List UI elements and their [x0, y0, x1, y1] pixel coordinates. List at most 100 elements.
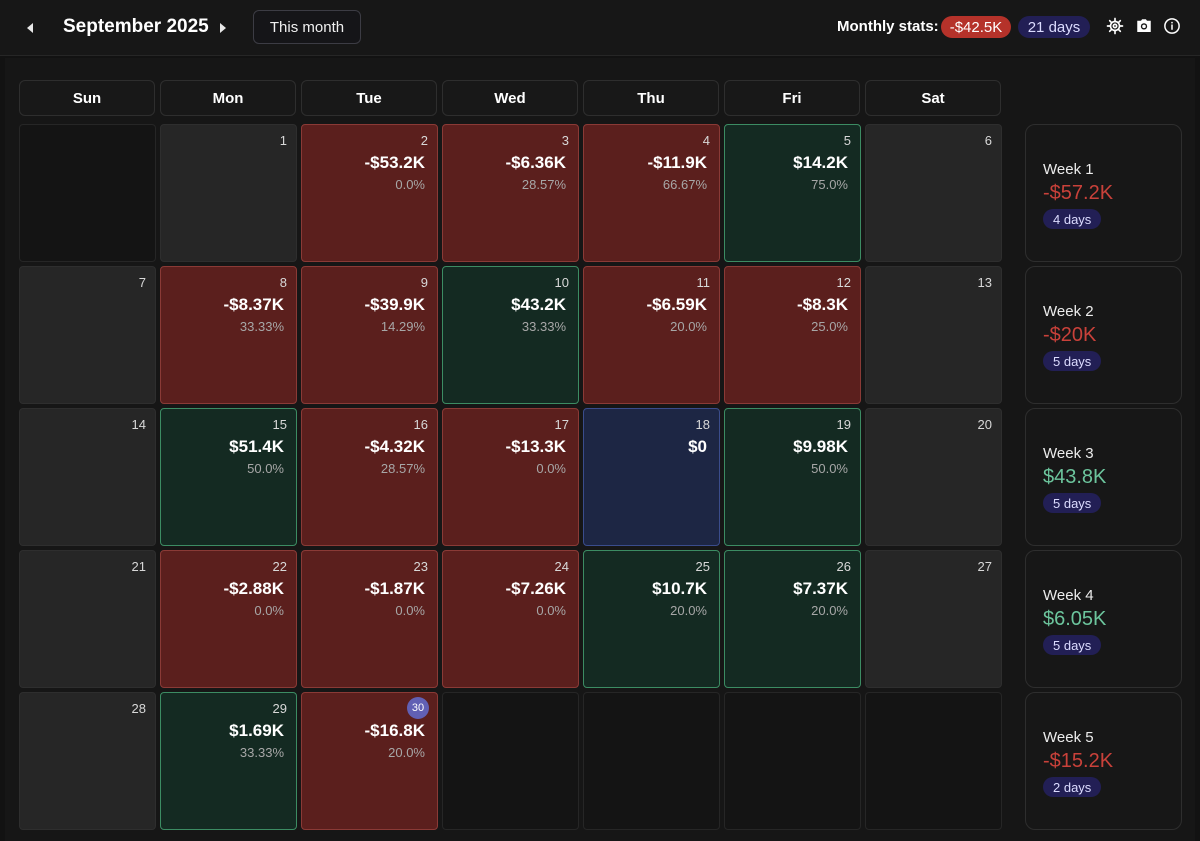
- day-cell-9[interactable]: 9 -$39.9K 14.29%: [301, 266, 438, 404]
- day-pnl: -$53.2K: [364, 153, 425, 172]
- day-number: 21: [131, 559, 146, 574]
- day-win-rate: 33.33%: [239, 745, 284, 760]
- day-cell-4[interactable]: 4 -$11.9K 66.67%: [583, 124, 720, 262]
- day-pnl: -$2.88K: [223, 579, 284, 598]
- next-month-button[interactable]: [211, 16, 235, 40]
- day-pnl: -$39.9K: [364, 295, 425, 314]
- day-cell-16[interactable]: 16 -$4.32K 28.57%: [301, 408, 438, 546]
- week-pnl: $43.8K: [1043, 466, 1107, 488]
- day-number: 27: [977, 559, 992, 574]
- day-cell-6[interactable]: 6: [865, 124, 1002, 262]
- day-cell-22[interactable]: 22 -$2.88K 0.0%: [160, 550, 297, 688]
- day-pnl: $7.37K: [793, 579, 848, 598]
- day-cell-20[interactable]: 20: [865, 408, 1002, 546]
- day-cell-15[interactable]: 15 $51.4K 50.0%: [160, 408, 297, 546]
- day-pnl: -$6.59K: [646, 295, 707, 314]
- screenshot-button[interactable]: [1135, 17, 1153, 35]
- day-number: 25: [695, 559, 710, 574]
- today-date-badge: 30: [407, 697, 429, 719]
- next-arrow-icon: [220, 23, 226, 33]
- day-number: 11: [696, 275, 711, 290]
- day-number: 5: [843, 133, 851, 148]
- day-cell-28[interactable]: 28: [19, 692, 156, 830]
- week-label: Week 5: [1043, 729, 1094, 746]
- day-cell-25[interactable]: 25 $10.7K 20.0%: [583, 550, 720, 688]
- day-cell-14[interactable]: 14: [19, 408, 156, 546]
- day-cell-18[interactable]: 18 $0: [583, 408, 720, 546]
- day-cell-7[interactable]: 7: [19, 266, 156, 404]
- day-cell-12[interactable]: 12 -$8.3K 25.0%: [724, 266, 861, 404]
- day-cell-30[interactable]: 30 -$16.8K 20.0%: [301, 692, 438, 830]
- day-pnl: -$8.3K: [796, 295, 848, 314]
- day-cell-11[interactable]: 11 -$6.59K 20.0%: [583, 266, 720, 404]
- prev-month-button[interactable]: [18, 16, 42, 40]
- day-pnl: $0: [688, 437, 707, 456]
- weekday-header-fri: Fri: [724, 80, 860, 116]
- this-month-button[interactable]: This month: [253, 10, 361, 44]
- weekday-header-thu: Thu: [583, 80, 719, 116]
- day-win-rate: 14.29%: [380, 319, 425, 334]
- day-cell-13[interactable]: 13: [865, 266, 1002, 404]
- day-cell-3[interactable]: 3 -$6.36K 28.57%: [442, 124, 579, 262]
- day-pnl: -$1.87K: [364, 579, 425, 598]
- day-cell-1[interactable]: 1: [160, 124, 297, 262]
- day-cell-23[interactable]: 23 -$1.87K 0.0%: [301, 550, 438, 688]
- day-win-rate: 20.0%: [811, 603, 848, 618]
- week-days-badge: 5 days: [1043, 493, 1102, 513]
- day-number: 17: [554, 417, 569, 432]
- day-pnl: $14.2K: [793, 153, 848, 172]
- day-win-rate: 28.57%: [521, 177, 566, 192]
- day-cell-29[interactable]: 29 $1.69K 33.33%: [160, 692, 297, 830]
- day-number: 1: [279, 133, 287, 148]
- day-pnl: $10.7K: [652, 579, 707, 598]
- day-cell-27[interactable]: 27: [865, 550, 1002, 688]
- week-pnl: -$57.2K: [1043, 182, 1114, 204]
- week-days-badge: 4 days: [1043, 209, 1102, 229]
- day-number: 22: [272, 559, 287, 574]
- day-cell-21[interactable]: 21: [19, 550, 156, 688]
- empty-day-cell: [865, 692, 1002, 830]
- day-pnl: -$6.36K: [505, 153, 566, 172]
- weekday-header-mon: Mon: [160, 80, 296, 116]
- day-number: 15: [272, 417, 287, 432]
- day-pnl: $43.2K: [511, 295, 566, 314]
- day-win-rate: 0.0%: [536, 461, 566, 476]
- empty-day-cell: [19, 124, 156, 262]
- day-cell-26[interactable]: 26 $7.37K 20.0%: [724, 550, 861, 688]
- week-days-badge: 5 days: [1043, 351, 1102, 371]
- week-label: Week 3: [1043, 445, 1094, 462]
- day-cell-10[interactable]: 10 $43.2K 33.33%: [442, 266, 579, 404]
- day-win-rate: 50.0%: [247, 461, 284, 476]
- day-number: 19: [836, 417, 851, 432]
- day-number: 26: [836, 559, 851, 574]
- weekday-header-sun: Sun: [19, 80, 155, 116]
- day-cell-19[interactable]: 19 $9.98K 50.0%: [724, 408, 861, 546]
- day-win-rate: 25.0%: [811, 319, 848, 334]
- day-cell-24[interactable]: 24 -$7.26K 0.0%: [442, 550, 579, 688]
- monthly-stats-label: Monthly stats:: [837, 18, 939, 35]
- settings-button[interactable]: [1106, 17, 1124, 35]
- day-win-rate: 20.0%: [670, 603, 707, 618]
- empty-day-cell: [583, 692, 720, 830]
- day-win-rate: 66.67%: [662, 177, 707, 192]
- info-button[interactable]: [1163, 17, 1181, 35]
- day-win-rate: 20.0%: [388, 745, 425, 760]
- day-win-rate: 33.33%: [239, 319, 284, 334]
- month-title: September 2025: [63, 16, 209, 37]
- day-pnl: -$8.37K: [223, 295, 284, 314]
- day-number: 20: [977, 417, 992, 432]
- day-cell-8[interactable]: 8 -$8.37K 33.33%: [160, 266, 297, 404]
- weekday-header-wed: Wed: [442, 80, 578, 116]
- day-cell-5[interactable]: 5 $14.2K 75.0%: [724, 124, 861, 262]
- day-cell-2[interactable]: 2 -$53.2K 0.0%: [301, 124, 438, 262]
- week-days-badge: 5 days: [1043, 635, 1102, 655]
- day-number: 24: [554, 559, 569, 574]
- day-win-rate: 28.57%: [380, 461, 425, 476]
- weekday-header-tue: Tue: [301, 80, 437, 116]
- day-pnl: -$11.9K: [647, 153, 707, 172]
- camera-icon: [1137, 19, 1151, 32]
- day-cell-17[interactable]: 17 -$13.3K 0.0%: [442, 408, 579, 546]
- day-win-rate: 0.0%: [395, 177, 425, 192]
- day-pnl: -$7.26K: [505, 579, 566, 598]
- day-pnl: $51.4K: [229, 437, 284, 456]
